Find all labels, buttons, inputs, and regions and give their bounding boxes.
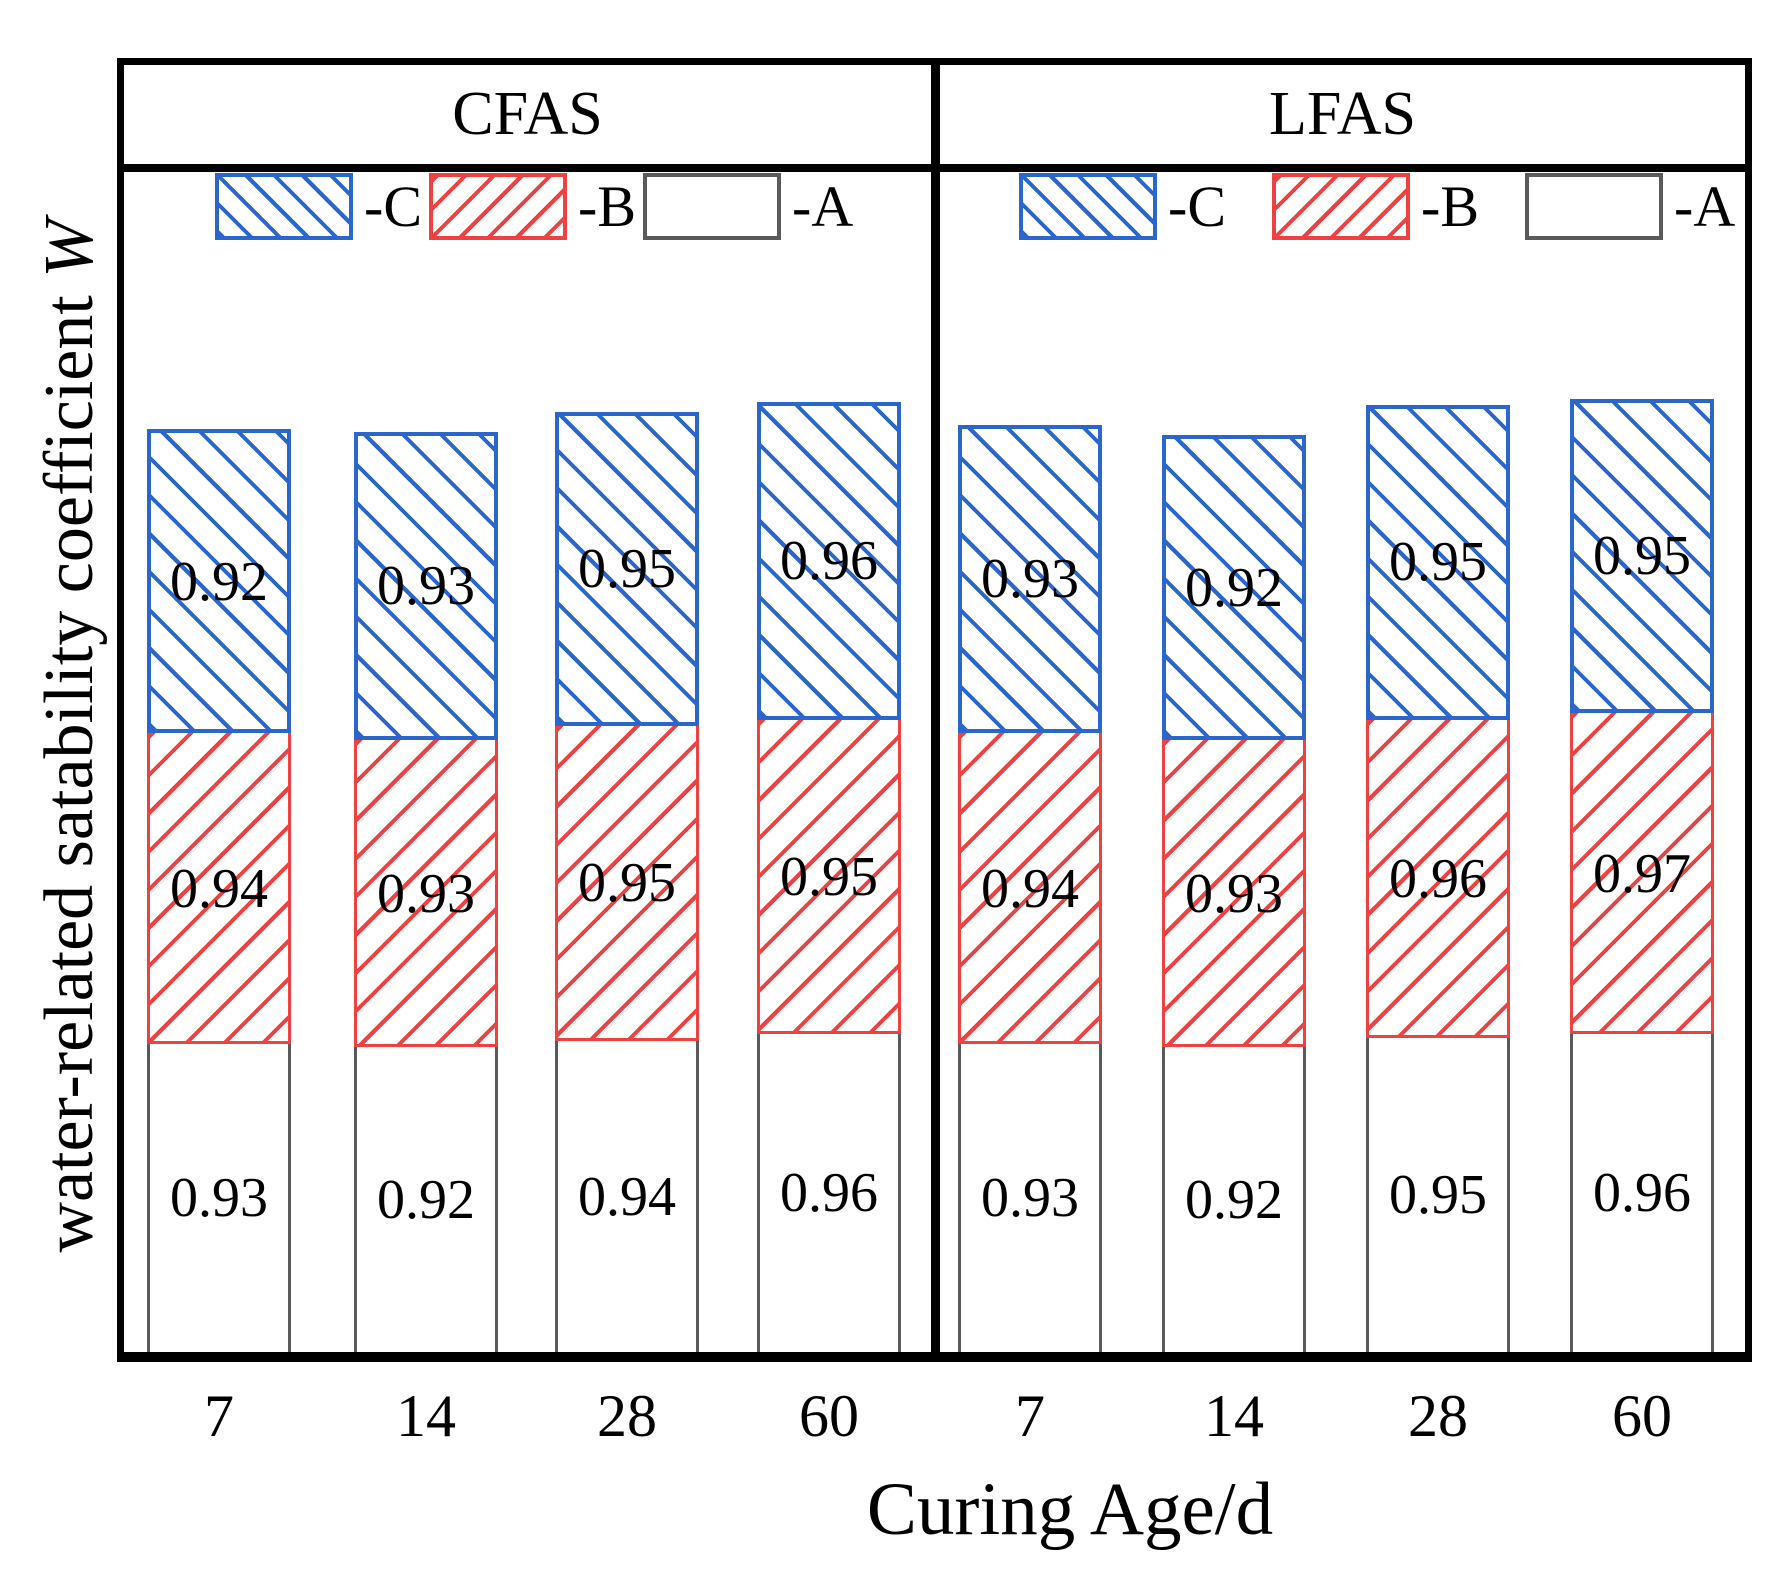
- legend-label: -A: [792, 173, 854, 239]
- bar-segment-lfas-28d-A: [1366, 1038, 1510, 1352]
- bar-value-label: 0.95: [578, 538, 676, 600]
- bar-value-label: 0.95: [780, 846, 878, 908]
- bar-segment-cfas-7d-C: [147, 429, 291, 733]
- bar-value-label: 0.96: [780, 1162, 878, 1224]
- bar-segment-cfas-28d-B: [555, 726, 699, 1041]
- legend-item-A: -A: [1525, 173, 1735, 240]
- bar-segment-cfas-60d-C: [757, 402, 901, 720]
- legend-item-C: -C: [215, 173, 422, 240]
- legend-item-C: -C: [1019, 173, 1226, 240]
- bar-value-label: 0.96: [1593, 1162, 1691, 1224]
- x-tick-cfas-14: 14: [396, 1383, 456, 1449]
- legend-swatch-seg-b: [1272, 173, 1410, 240]
- bar-segment-lfas-14d-A: [1162, 1047, 1306, 1352]
- bar-segment-cfas-60d-B: [757, 720, 901, 1034]
- bar-segment-cfas-28d-A: [555, 1041, 699, 1352]
- x-axis-title: Curing Age/d: [866, 1468, 1274, 1551]
- bar-value-label: 0.94: [578, 1165, 676, 1228]
- bar-value-label: 0.93: [377, 863, 475, 925]
- legend-swatch-seg-a: [643, 173, 781, 240]
- bar-segment-cfas-28d-C: [555, 412, 699, 726]
- legend-item-B: -B: [1272, 173, 1479, 240]
- bar-value-label: 0.93: [1185, 863, 1283, 925]
- bar-value-label: 0.96: [780, 530, 878, 592]
- x-tick-cfas-7: 7: [204, 1383, 234, 1449]
- bar-value-label: 0.94: [170, 857, 268, 920]
- bar-segment-lfas-14d-C: [1162, 435, 1306, 740]
- legend-swatch-seg-b: [429, 173, 567, 240]
- legend-lfas: -C -B -A: [1019, 173, 1735, 240]
- bar-segment-cfas-7d-B: [147, 733, 291, 1044]
- bar-value-label: 0.93: [170, 1167, 268, 1229]
- panel-header-lfas: LFAS: [1268, 80, 1416, 148]
- x-tick-cfas-60: 60: [799, 1383, 859, 1449]
- legend-swatch-seg-c: [1019, 173, 1157, 240]
- bar-value-label: 0.94: [981, 857, 1079, 920]
- x-tick-lfas-60: 60: [1612, 1383, 1672, 1449]
- legend-item-A: -A: [643, 173, 853, 240]
- bar-segment-cfas-14d-C: [354, 432, 498, 740]
- panel-header-cfas: CFAS: [452, 80, 603, 148]
- bar-value-label: 0.92: [1185, 556, 1283, 619]
- legend-label: -B: [578, 173, 636, 239]
- bar-value-label: 0.93: [981, 1167, 1079, 1229]
- bar-segment-lfas-28d-B: [1366, 720, 1510, 1038]
- bar-value-label: 0.95: [578, 852, 676, 914]
- bar-segment-lfas-60d-B: [1570, 713, 1714, 1034]
- legend-swatch-seg-c: [215, 173, 353, 240]
- bar-segment-lfas-60d-A: [1570, 1034, 1714, 1352]
- x-tick-lfas-28: 28: [1408, 1383, 1468, 1449]
- bar-segment-lfas-7d-C: [958, 425, 1102, 733]
- bar-value-label: 0.92: [170, 550, 268, 613]
- x-tick-lfas-7: 7: [1015, 1383, 1045, 1449]
- bar-value-label: 0.95: [1593, 525, 1691, 587]
- bar-segment-cfas-60d-A: [757, 1034, 901, 1352]
- x-tick-cfas-28: 28: [597, 1383, 657, 1449]
- bar-value-label: 0.93: [981, 548, 1079, 610]
- bar-value-label: 0.95: [1389, 531, 1487, 593]
- bar-segment-cfas-7d-A: [147, 1044, 291, 1352]
- bar-segment-lfas-28d-C: [1366, 405, 1510, 720]
- bar-value-label: 0.96: [1389, 848, 1487, 910]
- legend-item-B: -B: [429, 173, 636, 240]
- legend-cfas: -C -B -A: [215, 173, 853, 240]
- legend-label: -C: [1168, 173, 1226, 239]
- bar-value-label: 0.97: [1593, 842, 1691, 905]
- y-axis-label-text: water-related satability coefficient: [31, 277, 108, 1253]
- legend-swatch-seg-a: [1525, 173, 1663, 240]
- y-axis-label: water-related satability coefficient W: [31, 219, 108, 1252]
- bar-value-label: 0.92: [1185, 1168, 1283, 1231]
- legend-label: -C: [364, 173, 422, 239]
- bar-segment-lfas-7d-A: [958, 1044, 1102, 1352]
- x-tick-lfas-14: 14: [1204, 1383, 1264, 1449]
- bar-segment-lfas-60d-C: [1570, 399, 1714, 713]
- legend-label: -B: [1421, 173, 1479, 239]
- panel-divider-line: [931, 65, 940, 1352]
- legend-label: -A: [1674, 173, 1736, 239]
- bar-segment-lfas-7d-B: [958, 733, 1102, 1044]
- bar-value-label: 0.92: [377, 1168, 475, 1231]
- bar-value-label: 0.95: [1389, 1164, 1487, 1226]
- bar-segment-cfas-14d-B: [354, 740, 498, 1047]
- bar-value-label: 0.93: [377, 555, 475, 617]
- bar-segment-lfas-14d-B: [1162, 740, 1306, 1047]
- bar-segment-cfas-14d-A: [354, 1047, 498, 1352]
- y-axis-symbol: W: [31, 219, 108, 278]
